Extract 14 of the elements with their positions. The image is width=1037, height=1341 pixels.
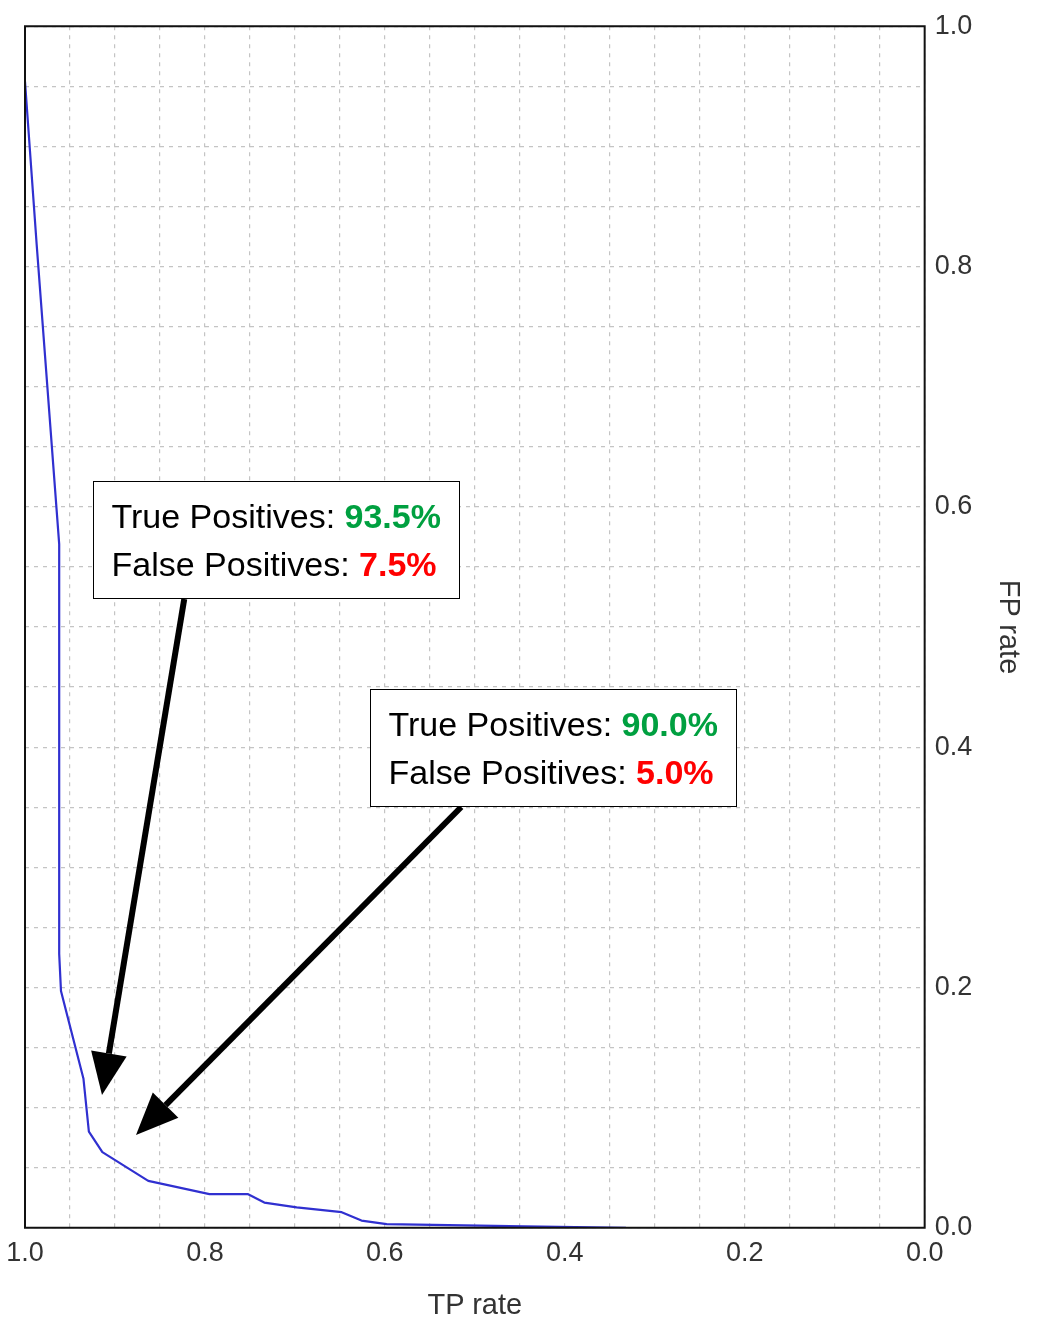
- annotation: True Positives: 93.5% False Positives: 7.5%: [111, 496, 441, 585]
- annotation: True Positives: 90.0% False Positives: 5.0%: [388, 704, 718, 793]
- y-tick-label: 0.6: [934, 490, 973, 521]
- x-axis-title: TP rate: [427, 1287, 523, 1320]
- y-tick-label: 0.8: [934, 249, 973, 280]
- y-tick-label: 0.2: [934, 970, 973, 1001]
- x-tick-label: 1.0: [6, 1237, 44, 1268]
- y-axis-title: FP rate: [993, 579, 1026, 675]
- x-tick-label: 0.6: [366, 1237, 404, 1268]
- x-tick-label: 0.2: [725, 1237, 764, 1268]
- y-tick-label: 1.0: [934, 9, 973, 40]
- x-tick-label: 0.8: [186, 1237, 224, 1268]
- y-tick-label: 0.4: [934, 730, 973, 761]
- x-tick-label: 0.4: [546, 1237, 584, 1268]
